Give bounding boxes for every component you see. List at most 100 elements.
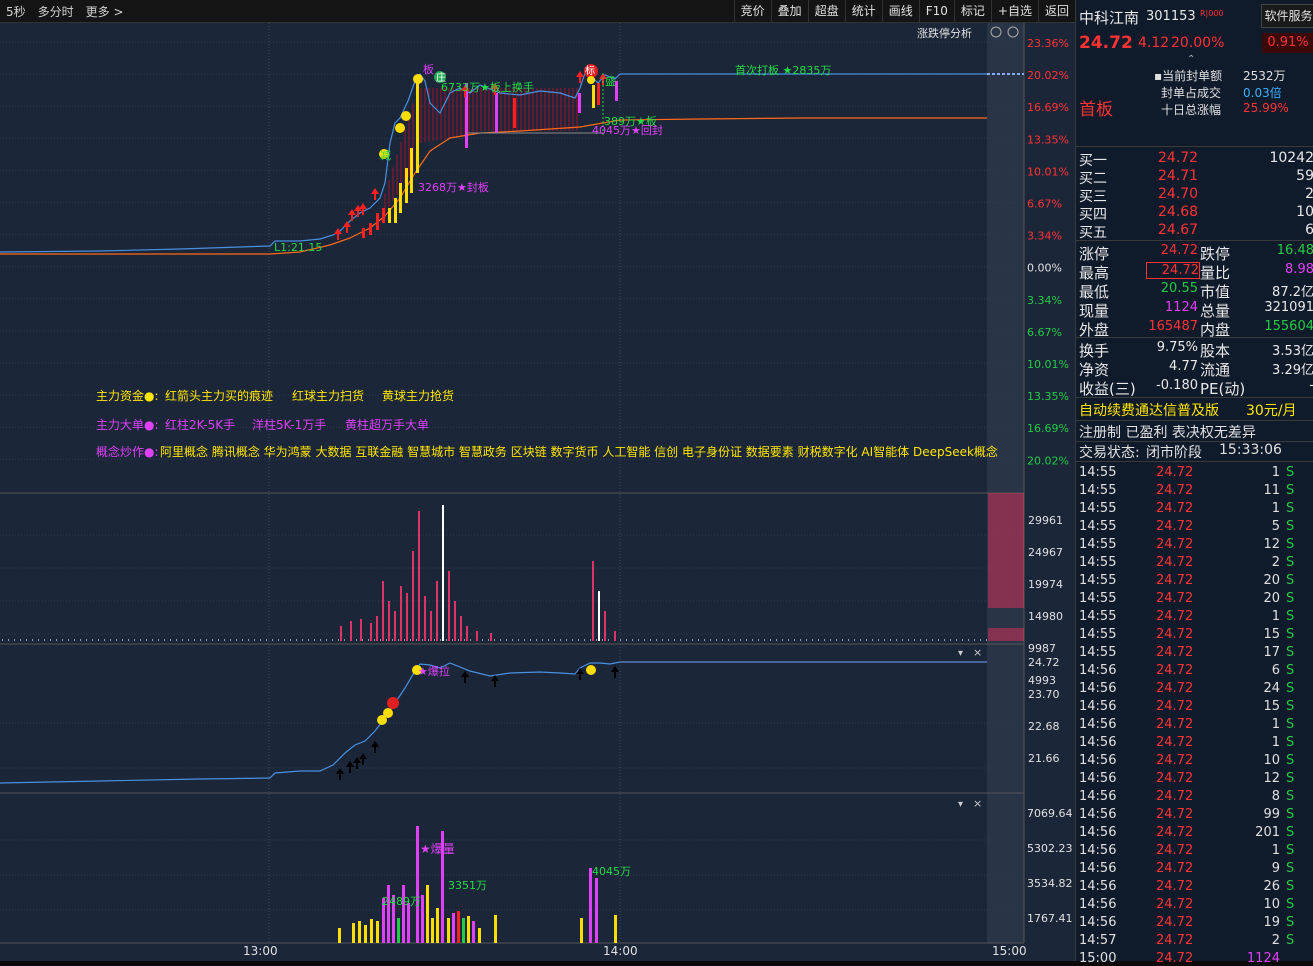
tick-time: 14:55 bbox=[1079, 645, 1117, 660]
stat-label: 总量 bbox=[1200, 302, 1231, 320]
volume-bar bbox=[986, 639, 987, 641]
main-bar bbox=[388, 208, 391, 223]
tick-price: 24.72 bbox=[1156, 483, 1194, 498]
chevron-up-icon[interactable]: ⌃ bbox=[1187, 54, 1196, 65]
volume-bar bbox=[944, 639, 945, 641]
promo-price[interactable]: 30元/月 bbox=[1246, 403, 1297, 419]
volume-bar bbox=[128, 639, 129, 641]
price-axis-label: 16.69% bbox=[1027, 422, 1069, 435]
stat-value: 87.2亿 bbox=[1272, 285, 1313, 300]
multi-period-button[interactable]: 多分时 bbox=[37, 4, 74, 19]
volume-axis-label: 19974 bbox=[1028, 578, 1063, 591]
toolbar-button-0[interactable]: 竞价 bbox=[733, 0, 771, 22]
toolbar-button-5[interactable]: F10 bbox=[918, 0, 954, 22]
large-order-bar bbox=[370, 919, 373, 943]
volume-bar bbox=[272, 639, 273, 641]
avg-price-line bbox=[0, 117, 987, 255]
seal-amount-label: ▪当前封单额 bbox=[1154, 69, 1223, 83]
large-order-bar bbox=[589, 868, 592, 943]
large-order-bar bbox=[462, 918, 465, 943]
toolbar-button-2[interactable]: 超盘 bbox=[807, 0, 845, 22]
large-order-bar bbox=[447, 918, 450, 943]
close-icon: × bbox=[973, 646, 982, 659]
tick-side: S bbox=[1286, 501, 1295, 516]
volume-bar bbox=[242, 639, 243, 641]
tick-time: 14:56 bbox=[1079, 735, 1117, 750]
tick-time: 14:56 bbox=[1079, 681, 1117, 696]
toolbar-button-4[interactable]: 画线 bbox=[881, 0, 919, 22]
volume-bar bbox=[26, 639, 27, 641]
yellow-ball-marker bbox=[379, 149, 389, 159]
tick-time: 14:55 bbox=[1079, 627, 1117, 642]
stock-code: 301153 bbox=[1146, 9, 1196, 24]
volume-bar bbox=[920, 639, 921, 641]
chart-area[interactable]: 首次打板 ★2835万 6733万★板上换手 3268万★封板 389万★板 4… bbox=[0, 23, 1075, 961]
more-button[interactable]: 更多 > bbox=[85, 4, 124, 19]
panel-menu-icon: ▾ bbox=[958, 648, 963, 659]
volume-bar bbox=[260, 639, 261, 641]
legend-item: 黄柱超万手大单 bbox=[345, 417, 429, 432]
tick-volume: 11 bbox=[1263, 483, 1280, 498]
zoom-in-icon bbox=[990, 26, 1002, 38]
stat-label: 量比 bbox=[1200, 264, 1231, 282]
volume-bar bbox=[340, 626, 342, 641]
tick-side: S bbox=[1286, 663, 1295, 678]
stat-value: -0.180 bbox=[1156, 378, 1198, 393]
volume-bar bbox=[332, 639, 333, 641]
toolbar-button-8[interactable]: 返回 bbox=[1037, 0, 1075, 22]
volume-bar bbox=[176, 639, 177, 641]
tick-time: 14:55 bbox=[1079, 591, 1117, 606]
tick-side: S bbox=[1286, 879, 1295, 894]
toolbar-button-6[interactable]: 标记 bbox=[953, 0, 991, 22]
period-selector[interactable]: 5秒 bbox=[6, 4, 26, 19]
zoom-out-icon bbox=[1007, 26, 1019, 38]
volume-bar bbox=[524, 639, 525, 641]
tick-volume: 10 bbox=[1263, 897, 1280, 912]
volume-bar bbox=[446, 639, 447, 641]
tick-price: 24.72 bbox=[1156, 465, 1194, 480]
tick-volume: 17 bbox=[1263, 645, 1280, 660]
tick-time: 14:56 bbox=[1079, 789, 1117, 804]
price-axis-label: 10.01% bbox=[1027, 165, 1069, 178]
volume-bar bbox=[716, 639, 717, 641]
volume-bar bbox=[656, 639, 657, 641]
stat-label: 市值 bbox=[1200, 283, 1231, 301]
tick-time: 15:00 bbox=[1079, 951, 1117, 966]
tick-volume: 20 bbox=[1263, 591, 1280, 606]
volume-bar bbox=[830, 639, 831, 641]
toolbar-button-3[interactable]: 统计 bbox=[844, 0, 882, 22]
promo-text[interactable]: 自动续费通达信普及版 bbox=[1079, 403, 1219, 419]
tick-price: 24.72 bbox=[1156, 645, 1194, 660]
large-order-bar bbox=[614, 915, 617, 943]
tick-time: 14:55 bbox=[1079, 519, 1117, 534]
volume-bar bbox=[626, 639, 627, 641]
volume-bar bbox=[938, 639, 939, 641]
tick-price: 24.72 bbox=[1156, 501, 1194, 516]
sector-button[interactable]: 软件服务 bbox=[1261, 4, 1313, 28]
sub1-axis-label: 24.72 bbox=[1028, 656, 1060, 669]
volume-bar bbox=[370, 623, 372, 641]
tick-side: S bbox=[1286, 915, 1295, 930]
tick-side: S bbox=[1286, 591, 1295, 606]
bid-label: 买三 bbox=[1079, 189, 1107, 205]
toolbar-button-7[interactable]: +自选 bbox=[990, 0, 1038, 22]
tick-volume: 19 bbox=[1263, 915, 1280, 930]
large-order-bar bbox=[407, 903, 410, 943]
bid-label: 买一 bbox=[1079, 153, 1107, 169]
large-order-bar bbox=[397, 918, 400, 943]
volume-bar bbox=[776, 639, 777, 641]
price-change: 4.12 bbox=[1138, 35, 1170, 51]
large-order-bar bbox=[426, 885, 429, 943]
main-bar bbox=[369, 223, 372, 235]
volume-bar bbox=[674, 639, 675, 641]
tick-volume: 10 bbox=[1263, 753, 1280, 768]
stat-label: 内盘 bbox=[1200, 321, 1231, 339]
volume-bar bbox=[428, 639, 429, 641]
volume-bar bbox=[224, 639, 225, 641]
large-order-bar bbox=[467, 916, 470, 943]
tick-price: 24.72 bbox=[1156, 933, 1194, 948]
tick-volume: 1 bbox=[1271, 843, 1280, 858]
tick-time: 14:56 bbox=[1079, 717, 1117, 732]
tick-time: 14:56 bbox=[1079, 879, 1117, 894]
toolbar-button-1[interactable]: 叠加 bbox=[770, 0, 808, 22]
